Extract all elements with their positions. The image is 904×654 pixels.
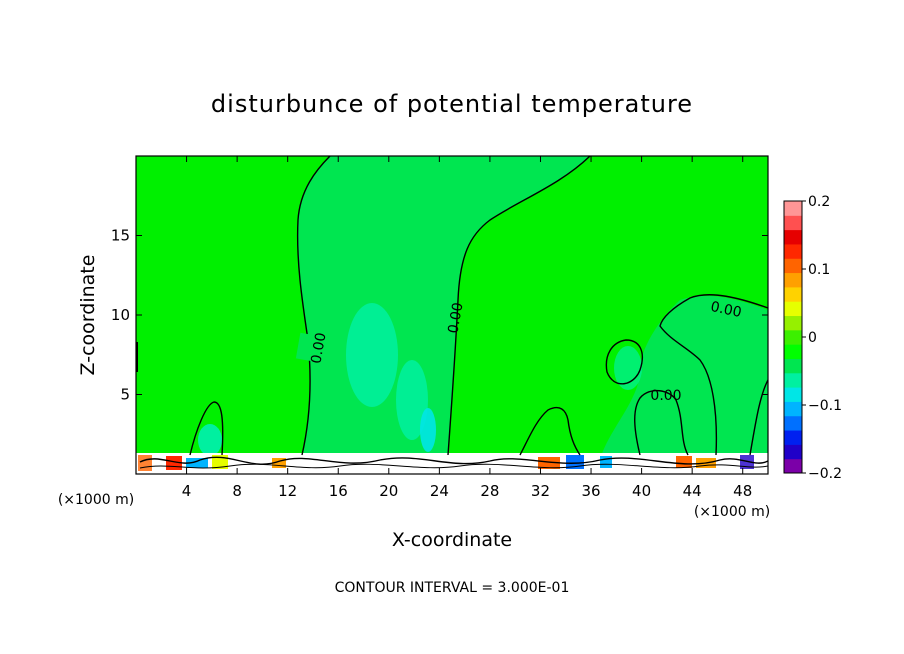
x-tick-label: 20 [379, 482, 398, 500]
heatmap-field [136, 156, 768, 474]
chart-title: disturbunce of potential temperature [211, 90, 693, 118]
colorbar-swatch [784, 344, 802, 359]
colorbar-swatch [784, 315, 802, 331]
surface-turbulence [138, 455, 768, 471]
x-unit-left: (×1000 m) [58, 492, 134, 508]
contour-label: 0.00 [445, 301, 466, 334]
colorbar-tick-label: 0 [808, 330, 817, 346]
x-tick-label: 48 [733, 482, 752, 500]
x-tick-label: 44 [683, 482, 702, 500]
colorbar-swatch [784, 301, 802, 317]
y-tick-label: 15 [111, 227, 130, 245]
colorbar-swatch [784, 286, 802, 302]
contour-label-group: 0.00 0.00 0.00 0.00 [295, 299, 743, 404]
x-tick-label: 12 [278, 482, 297, 500]
colorbar-swatch [784, 415, 802, 431]
colorbar-swatch [784, 272, 802, 288]
field-region-weak-negative [420, 408, 436, 452]
y-axis: 5 10 15 [111, 227, 768, 404]
x-tick-label: 24 [430, 482, 449, 500]
x-axis-label: X-coordinate [392, 529, 512, 551]
x-tick-label: 36 [581, 482, 600, 500]
x-tick-label: 8 [232, 482, 242, 500]
contour-label: 0.00 [650, 388, 681, 404]
field-region-weak-negative [198, 424, 222, 456]
x-unit-right: (×1000 m) [694, 504, 770, 520]
x-tick-label: 28 [480, 482, 499, 500]
colorbar-tick-label: −0.2 [808, 466, 842, 482]
colorbar-swatch [784, 358, 802, 374]
x-tick-label: 40 [632, 482, 651, 500]
field-region-weak-negative [346, 303, 398, 407]
colorbar-tick-label: 0.1 [808, 262, 830, 278]
x-tick-label: 4 [182, 482, 192, 500]
contour-label: 0.00 [308, 331, 329, 364]
colorbar: 0.2 0.1 0 −0.1 −0.2 [784, 194, 842, 482]
colorbar-swatch [784, 215, 802, 231]
colorbar-swatch [784, 387, 802, 402]
x-tick-label: 32 [531, 482, 550, 500]
y-tick-label: 5 [120, 386, 130, 404]
colorbar-frame [783, 200, 803, 474]
x-axis: 4 8 12 16 20 24 28 32 36 40 44 48 [182, 156, 752, 500]
contour-lines [189, 156, 768, 456]
field-region-negative [600, 295, 768, 460]
y-tick-label: 10 [111, 306, 130, 324]
colorbar-swatch [784, 444, 802, 460]
colorbar-tick-label: −0.1 [808, 398, 842, 414]
colorbar-tick-label: 0.2 [808, 194, 830, 210]
contour-label: 0.00 [709, 299, 743, 321]
colorbar-swatch [784, 258, 802, 274]
field-region-weak-negative [396, 360, 428, 440]
colorbar-swatch [784, 229, 802, 245]
colorbar-swatch [784, 372, 802, 388]
colorbar-swatch [784, 401, 802, 417]
colorbar-swatch [784, 458, 802, 474]
colorbar-swatch [784, 430, 802, 445]
colorbar-swatch [784, 329, 802, 345]
contour-interval-note: CONTOUR INTERVAL = 3.000E-01 [335, 580, 570, 596]
x-tick-label: 16 [329, 482, 348, 500]
colorbar-swatch [784, 201, 802, 216]
y-axis-label: Z-coordinate [77, 255, 99, 376]
colorbar-swatch [784, 243, 802, 259]
